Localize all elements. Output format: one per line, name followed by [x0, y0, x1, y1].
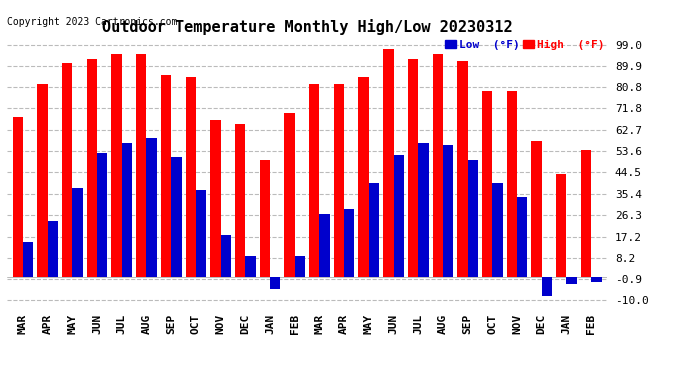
Bar [161, 75, 171, 277]
Bar [270, 277, 280, 289]
Bar [418, 143, 428, 277]
Bar [443, 146, 453, 277]
Bar [210, 120, 221, 277]
Bar [221, 235, 231, 277]
Bar [334, 84, 344, 277]
Text: Copyright 2023 Cartronics.com: Copyright 2023 Cartronics.com [7, 17, 177, 27]
Bar [171, 157, 181, 277]
Bar [186, 77, 196, 277]
Bar [566, 277, 577, 284]
Bar [344, 209, 355, 277]
Bar [358, 77, 369, 277]
Bar [393, 155, 404, 277]
Bar [383, 49, 393, 277]
Bar [37, 84, 48, 277]
Bar [556, 174, 566, 277]
Bar [506, 92, 517, 277]
Bar [531, 141, 542, 277]
Bar [581, 150, 591, 277]
Bar [259, 160, 270, 277]
Bar [12, 117, 23, 277]
Bar [309, 84, 319, 277]
Bar [87, 58, 97, 277]
Legend: Low  (°F), High  (°F): Low (°F), High (°F) [444, 40, 605, 50]
Bar [319, 214, 330, 277]
Bar [457, 61, 468, 277]
Bar [245, 256, 256, 277]
Bar [72, 188, 83, 277]
Bar [493, 183, 503, 277]
Bar [48, 220, 58, 277]
Bar [235, 124, 245, 277]
Bar [517, 197, 527, 277]
Bar [468, 160, 478, 277]
Bar [136, 54, 146, 277]
Bar [121, 143, 132, 277]
Bar [408, 58, 418, 277]
Bar [23, 242, 33, 277]
Bar [62, 63, 72, 277]
Bar [591, 277, 602, 282]
Bar [369, 183, 380, 277]
Title: Outdoor Temperature Monthly High/Low 20230312: Outdoor Temperature Monthly High/Low 202… [101, 19, 513, 35]
Bar [284, 112, 295, 277]
Bar [433, 54, 443, 277]
Bar [97, 153, 108, 277]
Bar [146, 138, 157, 277]
Bar [542, 277, 552, 296]
Bar [295, 256, 305, 277]
Bar [482, 92, 493, 277]
Bar [196, 190, 206, 277]
Bar [111, 54, 121, 277]
